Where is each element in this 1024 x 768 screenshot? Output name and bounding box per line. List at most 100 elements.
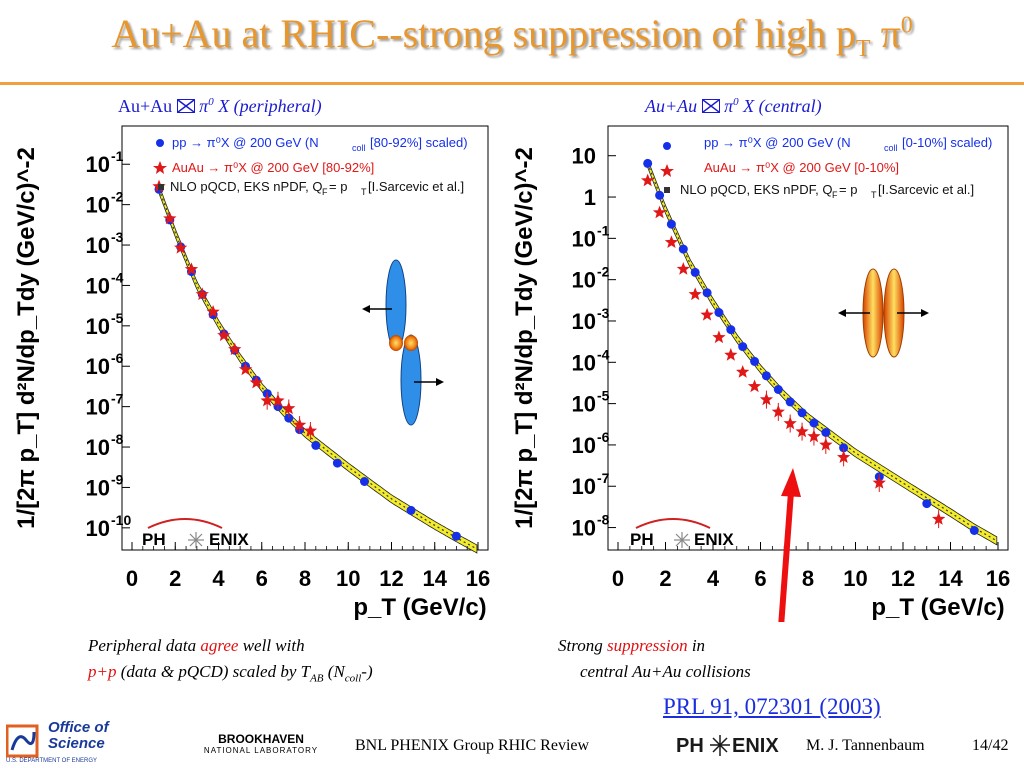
y-tick-label: 10	[572, 226, 596, 251]
slide-title-sub: T	[855, 36, 871, 62]
box-cross-icon	[701, 99, 720, 113]
auau-data-point	[292, 418, 307, 431]
footer-author: M. J. Tannenbaum	[806, 737, 925, 754]
pp-data-point	[809, 418, 819, 428]
right-header-zero: 0	[733, 96, 739, 108]
x-tick-label: 16	[986, 566, 1010, 591]
y-tick-exponent: -10	[111, 512, 131, 528]
caption-text: Strong	[558, 636, 607, 655]
y-tick-label: 10	[572, 433, 596, 458]
x-tick-label: 4	[212, 566, 225, 591]
caption-highlight: agree	[200, 636, 239, 655]
caption-text: (data & pQCD) scaled by T	[116, 662, 311, 681]
caption-highlight: p+p	[88, 662, 117, 681]
y-tick-label: 10	[86, 152, 110, 177]
x-tick-label: 14	[423, 566, 448, 591]
x-tick-label: 6	[754, 566, 766, 591]
svg-text:ENIX: ENIX	[694, 530, 734, 549]
x-tick-label: 16	[466, 566, 490, 591]
legend-pqcd-text2: = p	[839, 182, 857, 197]
reference-link[interactable]: PRL 91, 072301 (2003)	[663, 694, 881, 719]
pp-data-point	[750, 356, 760, 366]
pp-data-point	[451, 531, 461, 541]
auau-data-point	[712, 330, 726, 344]
y-tick-exponent: -7	[597, 470, 610, 486]
auau-data-point	[206, 305, 220, 318]
slide-title: Au+Au at RHIC--strong suppression of hig…	[0, 10, 1024, 63]
pp-data-point	[678, 244, 688, 254]
pp-data-point	[969, 526, 979, 535]
y-tick-exponent: -4	[597, 346, 610, 362]
plot-frame	[607, 125, 1009, 551]
phenix-logo-plot: PH ENIX	[142, 518, 249, 549]
auau-data-point	[238, 362, 253, 376]
x-tick-label: 6	[256, 566, 268, 591]
right-panel-header: Au+Au π0 X (central)	[645, 96, 822, 117]
legend-pp-text: pp → π⁰X @ 200 GeV (N	[172, 135, 319, 150]
office-text-3: U.S. DEPARTMENT OF ENERGY	[6, 758, 98, 764]
slide-title-pi: π	[880, 11, 901, 56]
y-tick-exponent: -7	[111, 391, 124, 407]
svg-text:ENIX: ENIX	[209, 530, 249, 549]
legend-pp-marker	[663, 142, 671, 150]
auau-data-point	[783, 416, 797, 430]
pp-data-point	[922, 499, 932, 509]
office-of-science-logo: Office of Science U.S. DEPARTMENT OF ENE…	[6, 720, 136, 766]
pp-data-point	[839, 443, 849, 453]
legend-auau-marker	[660, 164, 674, 177]
auau-data-point	[771, 404, 785, 418]
legend-pqcd-text2: = p	[329, 179, 347, 194]
x-axis-label: p_T (GeV/c)	[353, 594, 486, 621]
suppression-arrow	[778, 468, 801, 622]
y-tick-exponent: -5	[597, 388, 610, 404]
office-text-2: Science	[48, 735, 105, 752]
legend-pqcd-text3: [I.Sarcevic et al.]	[878, 182, 974, 197]
x-tick-label: 12	[379, 566, 403, 591]
pp-data-point	[738, 342, 748, 352]
svg-text:PH: PH	[676, 735, 704, 757]
data-points	[641, 158, 979, 535]
svg-text:ENIX: ENIX	[732, 735, 779, 757]
legend-pp-marker	[156, 139, 164, 147]
y-tick-label: 10	[86, 516, 110, 541]
office-text-1: Office of	[48, 719, 109, 736]
y-tick-exponent: -4	[111, 269, 124, 285]
auau-data-point	[184, 262, 199, 275]
plot-frame	[121, 125, 489, 551]
y-tick-label: 10	[572, 474, 596, 499]
central-collision-illustration	[838, 268, 929, 358]
brookhaven-logo: BROOKHAVEN NATIONAL LABORATORY	[196, 732, 326, 762]
pp-data-point	[714, 308, 724, 317]
legend-pp-text: pp → π⁰X @ 200 GeV (N	[704, 135, 851, 150]
y-tick-exponent: -2	[597, 264, 610, 280]
right-header-pi: π	[724, 96, 734, 116]
pp-data-point	[797, 408, 807, 418]
pp-data-point	[726, 325, 736, 335]
y-tick-label: 10	[86, 395, 110, 420]
caption-highlight: suppression	[606, 636, 688, 655]
y-tick-exponent: -3	[111, 229, 124, 245]
x-tick-label: 12	[891, 566, 915, 591]
pp-data-point	[773, 385, 783, 394]
caption-text: well with	[238, 636, 305, 655]
pp-data-point	[360, 477, 369, 486]
auau-data-point	[676, 262, 690, 275]
auau-data-point	[700, 307, 714, 321]
footer-center: BNL PHENIX Group RHIC Review	[355, 737, 590, 754]
auau-data-point	[195, 287, 209, 301]
x-tick-label: 2	[169, 566, 181, 591]
y-tick-exponent: -8	[597, 512, 610, 528]
pp-data-point	[702, 288, 712, 298]
legend-pqcd-text: NLO pQCD, EKS nPDF, Q	[170, 179, 322, 194]
auau-data-point	[736, 365, 750, 378]
pp-data-point	[761, 371, 771, 381]
left-header-pi: π	[199, 96, 209, 116]
auau-data-point	[174, 240, 188, 254]
y-tick-exponent: -1	[597, 222, 610, 238]
x-tick-label: 2	[659, 566, 671, 591]
auau-data-point	[271, 393, 285, 407]
left-header-zero: 0	[208, 96, 214, 108]
left-panel-header: Au+Au π0 X (peripheral)	[118, 96, 322, 117]
